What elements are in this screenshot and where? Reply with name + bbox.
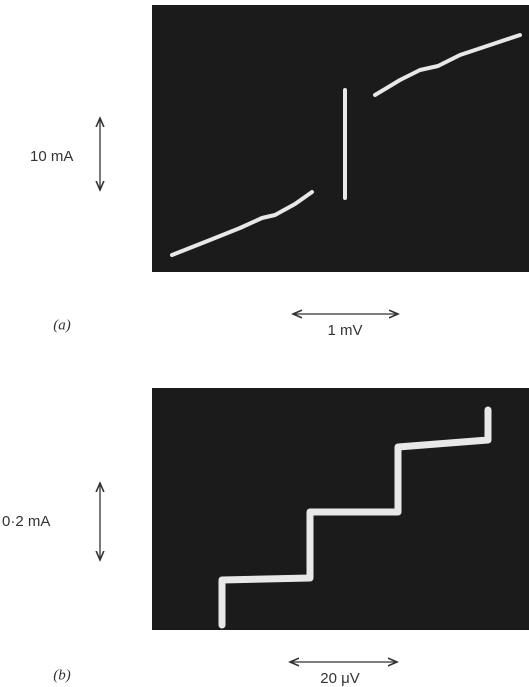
panel-label-b: (b)	[53, 667, 71, 683]
voltage-scale-b: 20 μV	[320, 670, 360, 687]
oscilloscope-screen-a	[152, 5, 529, 272]
current-scale-a: 10 mA	[30, 148, 73, 165]
panel-label-a: (a)	[53, 317, 71, 333]
current-scale-b: 0·2 mA	[2, 513, 50, 530]
voltage-scale-a: 1 mV	[327, 322, 362, 339]
figure: 10 mA 1 mV (a) 0·2 mA 20 μV (b)	[0, 0, 529, 687]
